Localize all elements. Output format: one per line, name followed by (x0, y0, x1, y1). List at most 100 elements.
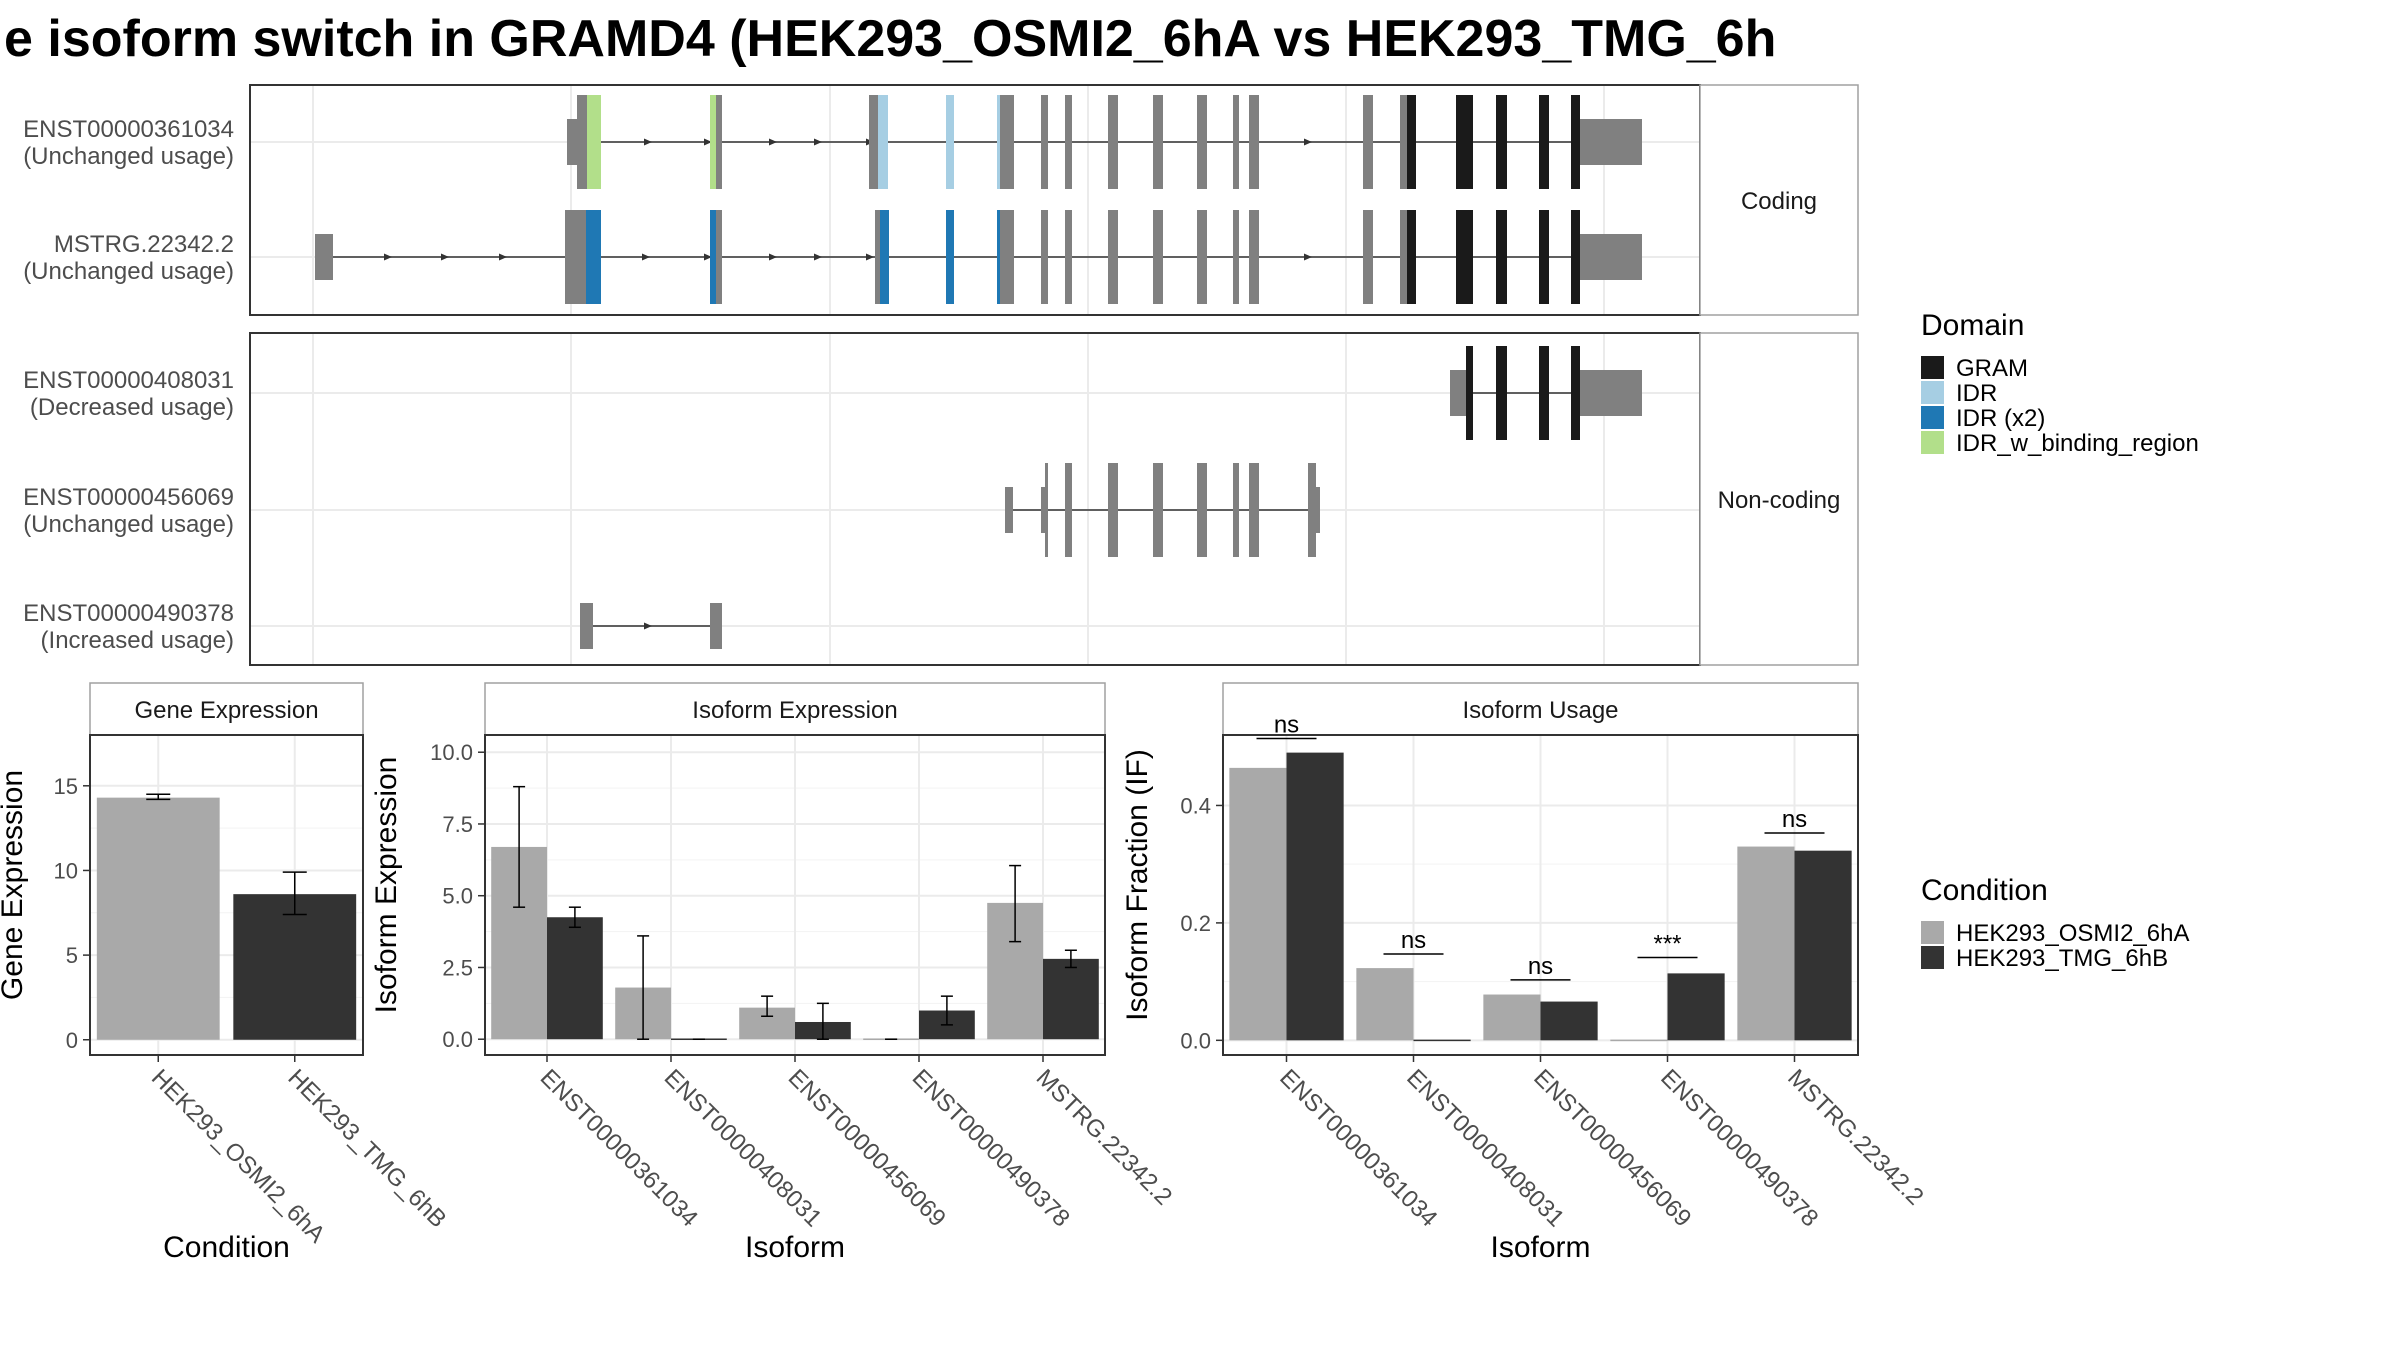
intron-direction-arrow (644, 622, 652, 630)
intron-direction-arrow (384, 253, 392, 261)
exon-block (1539, 210, 1549, 304)
significance-label: ns (1528, 953, 1553, 980)
intron-direction-arrow (866, 253, 874, 261)
intron-direction-arrow (1304, 253, 1312, 261)
facet-strip (1699, 332, 1859, 666)
transcript-name-label: ENST00000456069 (23, 484, 234, 511)
transcript-row: ENST00000490378(Increased usage) (23, 600, 722, 654)
y-tick-label: 15 (54, 774, 78, 799)
exon-block (1197, 210, 1207, 304)
x-axis-title: Isoform (745, 1231, 845, 1264)
exon-block (567, 119, 577, 165)
transcript-row: MSTRG.22342.2(Unchanged usage) (23, 210, 1642, 304)
transcript-name-label: ENST00000361034 (23, 116, 234, 143)
exon-block (869, 95, 878, 189)
facet-strip-label: Coding (1741, 188, 1817, 215)
exon-block (1065, 95, 1072, 189)
exon-block (1233, 95, 1239, 189)
x-axis-title: Condition (163, 1231, 290, 1264)
exon-block (1571, 346, 1580, 440)
exon-block (716, 95, 722, 189)
intron-direction-arrow (644, 138, 652, 146)
exon-block (878, 95, 888, 189)
exon-block (577, 95, 587, 189)
exon-block (997, 95, 1000, 189)
figure-title: e isoform switch in GRAMD4 (HEK293_OSMI2… (4, 10, 1776, 68)
bar (1229, 767, 1287, 1041)
exon-block (1233, 210, 1239, 304)
domain-legend-title: Domain (1921, 309, 2024, 342)
exon-block (1065, 463, 1072, 557)
exon-block (1571, 95, 1580, 189)
chart-strip (89, 682, 364, 736)
significance-label: ns (1401, 927, 1426, 954)
exon-block (1000, 95, 1014, 189)
bar (1794, 850, 1852, 1041)
bar (1737, 846, 1795, 1041)
exon-block (1249, 463, 1259, 557)
y-tick-label: 5.0 (442, 884, 473, 909)
exon-block (710, 603, 722, 649)
transcript-row: ENST00000361034(Unchanged usage) (23, 95, 1642, 189)
intron-direction-arrow (499, 253, 507, 261)
y-tick-label: 0.2 (1180, 911, 1211, 936)
exon-block (1456, 95, 1473, 189)
condition-legend-key (1921, 921, 1944, 944)
exon-block (1065, 210, 1072, 304)
y-tick-label: 5 (66, 943, 78, 968)
exon-block (329, 234, 333, 280)
intron-direction-arrow (704, 138, 712, 146)
chart-title: Isoform Expression (692, 697, 897, 724)
exon-block (1400, 210, 1407, 304)
exon-block (875, 210, 880, 304)
exon-block (1571, 210, 1580, 304)
transcript-usage-label: (Unchanged usage) (23, 258, 234, 285)
exon-block (1108, 95, 1118, 189)
x-tick-label: MSTRG.22342.2 (1031, 1064, 1177, 1210)
bar (233, 894, 357, 1040)
bar (1483, 994, 1541, 1041)
y-tick-label: 0 (66, 1028, 78, 1053)
chart-2: Isoform Usagensnsns***ns0.00.20.4ENST000… (1121, 682, 1929, 1264)
exon-block (1041, 210, 1048, 304)
exon-block (1456, 210, 1473, 304)
exon-block (1308, 463, 1316, 557)
exon-block (1580, 119, 1588, 165)
exon-block (880, 210, 889, 304)
intron-direction-arrow (814, 253, 822, 261)
exon-block (1197, 463, 1207, 557)
bar (96, 797, 220, 1040)
transcript-usage-label: (Unchanged usage) (23, 143, 234, 170)
structure-panel-1: Non-coding ENST00000408031(Decreased usag… (23, 332, 1859, 666)
exon-block (1153, 210, 1163, 304)
facet-strip-label: Non-coding (1718, 487, 1841, 514)
exon-block (1316, 487, 1320, 533)
transcript-usage-label: (Decreased usage) (30, 394, 234, 421)
exon-block (1407, 210, 1416, 304)
exon-block (1400, 95, 1407, 189)
transcript-name-label: ENST00000408031 (23, 367, 234, 394)
exon-block (1233, 463, 1239, 557)
bar (1540, 1001, 1598, 1041)
y-tick-label: 7.5 (442, 812, 473, 837)
exon-block (1496, 95, 1507, 189)
bar (1043, 958, 1099, 1040)
domain-legend-key (1921, 406, 1944, 429)
transcript-usage-label: (Increased usage) (41, 627, 234, 654)
exon-block (716, 210, 722, 304)
domain-legend-label: IDR (1956, 380, 1997, 407)
bar (1667, 973, 1725, 1041)
y-tick-label: 0.0 (442, 1027, 473, 1052)
exon-block (1539, 95, 1549, 189)
exon-block (580, 603, 593, 649)
intron-direction-arrow (814, 138, 822, 146)
facet-strip (1699, 84, 1859, 316)
significance-label: *** (1653, 931, 1681, 958)
y-tick-label: 10 (54, 858, 78, 883)
exon-block (565, 210, 586, 304)
exon-block (1249, 95, 1259, 189)
domain-legend-key (1921, 381, 1944, 404)
intron-direction-arrow (1304, 138, 1312, 146)
